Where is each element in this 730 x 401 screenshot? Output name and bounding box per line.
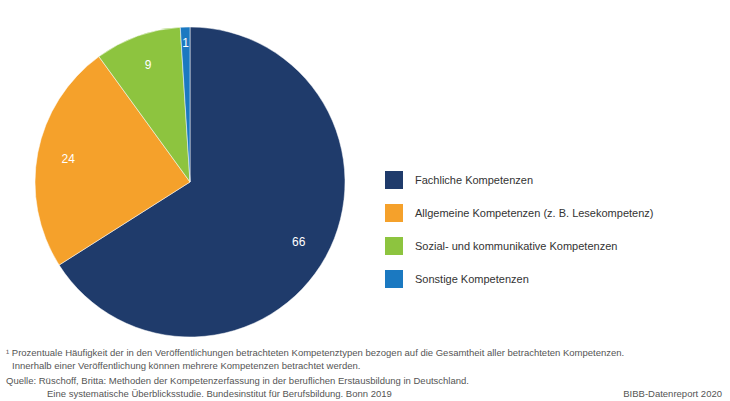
pie-slice	[180, 27, 190, 182]
chart-svg: 66 24 9 1 Fachliche Kompetenzen Allgemeine Ko…	[0, 0, 730, 401]
legend: Fachliche Kompetenzen Allgemeine Kompeten…	[385, 171, 653, 288]
data-labels: 66 24 9 1	[62, 36, 306, 249]
data-label: 24	[62, 152, 76, 166]
legend-swatch	[385, 270, 403, 288]
source: Quelle: Rüschoff, Britta: Methoden der K…	[6, 375, 469, 386]
slices	[35, 27, 345, 337]
legend-label: Allgemeine Kompetenzen (z. B. Lesekompet…	[415, 207, 653, 219]
legend-label: Fachliche Kompetenzen	[415, 174, 533, 186]
legend-swatch	[385, 204, 403, 222]
legend-label: Sozial- und kommunikative Kompetenzen	[415, 240, 617, 252]
legend-swatch	[385, 171, 403, 189]
credit: BIBB-Datenreport 2020	[623, 388, 722, 399]
legend-label: Sonstige Kompetenzen	[415, 273, 529, 285]
pie-slice	[99, 27, 190, 182]
data-label: 9	[145, 58, 152, 72]
data-label: 66	[292, 235, 306, 249]
chart-container: 66 24 9 1 Fachliche Kompetenzen Allgemeine Ko…	[0, 0, 730, 401]
source: Eine systematische Überblicksstudie. Bun…	[47, 388, 392, 399]
notes: ¹ Prozentuale Häufigkeit der in den Verö…	[6, 347, 722, 399]
data-label: 1	[182, 36, 189, 50]
footnote: ¹ Prozentuale Häufigkeit der in den Verö…	[6, 347, 624, 358]
legend-swatch	[385, 237, 403, 255]
footnote: Innerhalb einer Veröffentlichung können …	[12, 360, 360, 371]
